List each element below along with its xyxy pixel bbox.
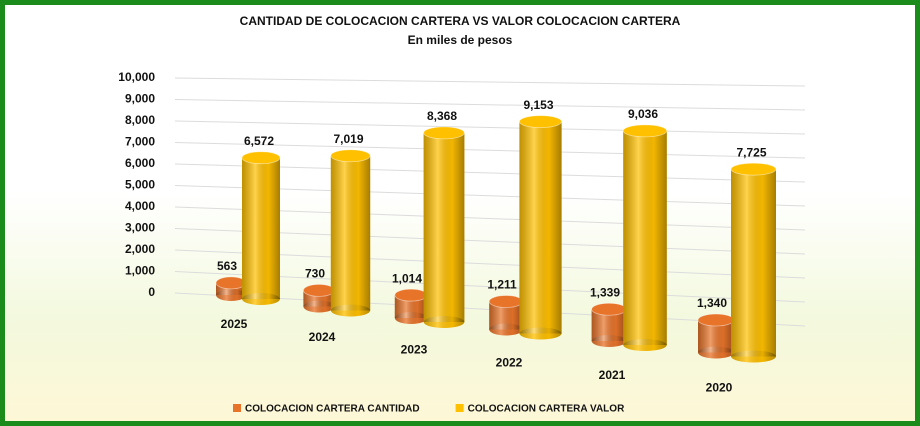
data-label: 6,572	[244, 134, 274, 148]
cylinder-top	[591, 302, 627, 316]
data-label: 7,725	[736, 145, 766, 159]
cylinder	[330, 149, 371, 317]
cylinder-top	[330, 149, 371, 163]
cylinder-bottom-shade	[242, 293, 280, 305]
data-label: 563	[217, 259, 237, 273]
cylinder-bottom-shade	[330, 304, 371, 317]
y-tick-label: 10,000	[118, 70, 155, 84]
chart-subtitle: En miles de pesos	[408, 33, 513, 47]
data-label: 1,211	[487, 278, 517, 292]
cylinder-top	[241, 151, 281, 165]
y-tick-label: 1,000	[125, 264, 155, 278]
x-tick-label: 2024	[309, 330, 336, 344]
data-label: 1,014	[392, 271, 422, 285]
cylinder-bottom-shade	[394, 312, 428, 324]
y-tick-label: 9,000	[125, 92, 155, 106]
cylinder	[622, 124, 668, 351]
cylinder	[215, 276, 247, 301]
cylinder-top	[622, 124, 668, 138]
bar-shade	[423, 132, 465, 322]
cylinder-bottom-shade	[303, 300, 335, 313]
legend-swatch	[233, 404, 241, 412]
grid-line	[174, 142, 806, 159]
data-label: 8,368	[427, 109, 457, 123]
data-label: 9,036	[628, 107, 658, 121]
legend-label: COLOCACION CARTERA VALOR	[468, 404, 625, 415]
cylinder	[302, 284, 335, 313]
cylinder-bottom-shade	[216, 289, 246, 301]
cylinder	[394, 288, 428, 324]
cylinder-top	[394, 288, 428, 302]
y-tick-label: 8,000	[125, 113, 155, 127]
cylinder-bottom-shade	[489, 323, 523, 336]
cylinder	[730, 162, 777, 363]
legend-swatch	[455, 404, 464, 412]
y-tick-label: 0	[148, 285, 155, 299]
cylinder-top	[697, 313, 735, 327]
data-label: 1,339	[590, 285, 620, 299]
bar-shade	[623, 130, 667, 345]
y-tick-label: 7,000	[125, 135, 155, 149]
y-tick-label: 4,000	[125, 199, 155, 213]
y-tick-label: 3,000	[125, 221, 155, 235]
legend-label: COLOCACION CARTERA CANTIDAD	[245, 404, 420, 415]
grid-line	[174, 120, 806, 135]
cylinder-top	[302, 284, 335, 297]
data-label: 9,153	[523, 98, 553, 112]
bar-shade	[394, 295, 428, 318]
cylinder	[519, 115, 563, 340]
cylinder-top	[730, 162, 777, 176]
x-tick-label: 2025	[221, 317, 248, 331]
cylinder-bottom-shade	[423, 316, 465, 328]
bar-shade	[731, 169, 776, 357]
x-tick-label: 2021	[599, 368, 626, 382]
cylinder	[488, 295, 524, 336]
data-label: 1,340	[697, 296, 727, 310]
data-label: 7,019	[333, 132, 363, 146]
cylinder-top	[423, 126, 465, 140]
x-tick-label: 2022	[496, 355, 523, 369]
cylinder	[591, 302, 627, 347]
bar-shade	[330, 155, 371, 311]
cylinder-top	[488, 295, 524, 308]
cylinder-bottom-shade	[623, 339, 667, 351]
data-label: 730	[305, 267, 325, 281]
bar-shade	[519, 121, 562, 334]
x-tick-label: 2020	[706, 381, 733, 395]
chart: CANTIDAD DE COLOCACION CARTERA VS VALOR …	[118, 14, 806, 415]
grid-line	[174, 77, 806, 87]
y-tick-label: 6,000	[125, 156, 155, 170]
x-tick-label: 2023	[401, 343, 428, 357]
cylinder-bottom-shade	[591, 335, 627, 347]
cylinder	[697, 313, 735, 359]
cylinder	[423, 126, 465, 328]
bar-shade	[242, 157, 280, 299]
cylinder-top	[215, 276, 247, 290]
chart-title: CANTIDAD DE COLOCACION CARTERA VS VALOR …	[240, 14, 681, 28]
cylinder	[241, 151, 281, 305]
y-tick-label: 2,000	[125, 242, 155, 256]
grid-line	[174, 99, 806, 111]
cylinder-bottom-shade	[698, 346, 734, 359]
cylinder-top	[519, 115, 563, 129]
y-tick-label: 5,000	[125, 178, 155, 192]
cylinder-bottom-shade	[731, 350, 776, 363]
cylinder-bottom-shade	[519, 327, 562, 340]
